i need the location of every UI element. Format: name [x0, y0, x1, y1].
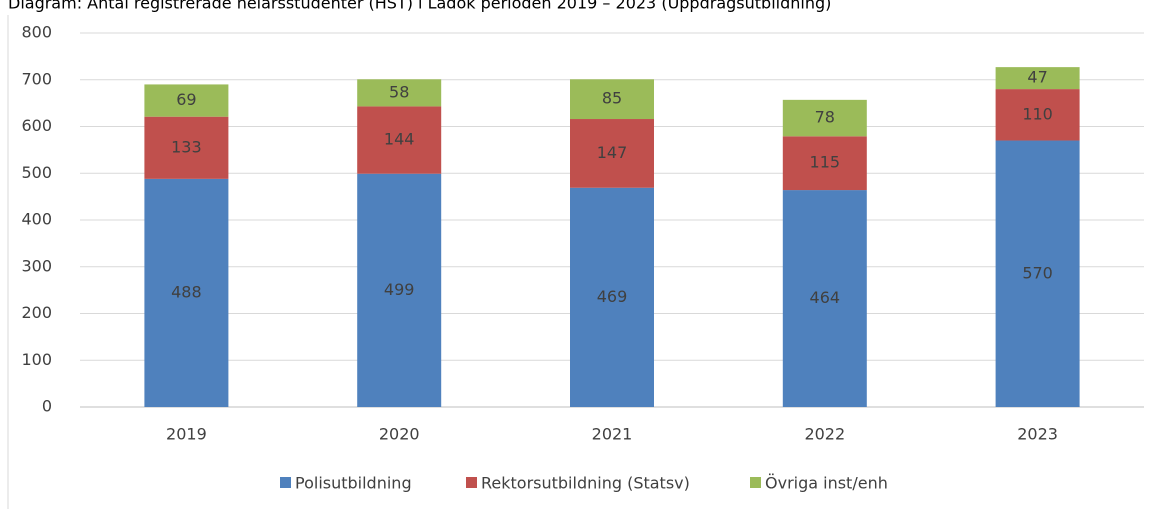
data-label: 78	[815, 108, 835, 127]
data-label: 47	[1027, 68, 1047, 87]
data-label: 469	[597, 287, 628, 306]
bar-segment	[995, 89, 1080, 141]
bar-segment	[144, 178, 229, 407]
bar-segment	[570, 119, 654, 188]
x-tick-label: 2019	[166, 425, 207, 444]
x-tick-label: 2022	[804, 425, 845, 444]
bar-segment	[782, 136, 867, 191]
legend-label: Rektorsutbildning (Statsv)	[481, 474, 690, 493]
legend-label: Övriga inst/enh	[765, 474, 888, 493]
bar-segment	[357, 106, 442, 174]
bar-segment	[782, 99, 867, 137]
bar-segment	[782, 190, 867, 407]
chart-title: Diagram: Antal registrerade helårsstuden…	[8, 0, 831, 13]
data-label: 58	[389, 82, 409, 101]
x-tick-label: 2020	[379, 425, 420, 444]
y-tick-label: 300	[21, 256, 52, 275]
legend-swatch	[466, 477, 477, 488]
data-label: 115	[810, 153, 841, 172]
data-label: 133	[171, 137, 202, 156]
legend-swatch	[750, 477, 761, 488]
data-label: 464	[810, 288, 841, 307]
legend-swatch	[280, 477, 291, 488]
bar-segment	[357, 173, 442, 407]
data-label: 499	[384, 280, 415, 299]
data-label: 570	[1022, 263, 1053, 282]
y-tick-label: 600	[21, 116, 52, 135]
y-tick-label: 100	[21, 350, 52, 369]
y-tick-label: 800	[21, 23, 52, 42]
bar-segment	[144, 84, 229, 117]
y-tick-label: 700	[21, 69, 52, 88]
data-label: 110	[1022, 104, 1053, 123]
data-label: 69	[176, 90, 196, 109]
bar-segment	[570, 187, 654, 407]
x-tick-label: 2023	[1017, 425, 1058, 444]
data-label: 488	[171, 282, 202, 301]
bar-segment	[144, 116, 229, 179]
y-tick-label: 0	[42, 397, 52, 416]
data-label: 144	[384, 130, 415, 149]
bar-segment	[995, 67, 1080, 90]
y-tick-label: 400	[21, 210, 52, 229]
data-label: 147	[597, 143, 628, 162]
data-label: 85	[602, 89, 622, 108]
bar-segment	[995, 140, 1080, 407]
bar-segment	[570, 79, 654, 120]
y-tick-label: 500	[21, 163, 52, 182]
bar-segment	[357, 79, 442, 107]
x-tick-label: 2021	[592, 425, 633, 444]
legend-label: Polisutbildning	[295, 474, 412, 493]
y-tick-label: 200	[21, 303, 52, 322]
